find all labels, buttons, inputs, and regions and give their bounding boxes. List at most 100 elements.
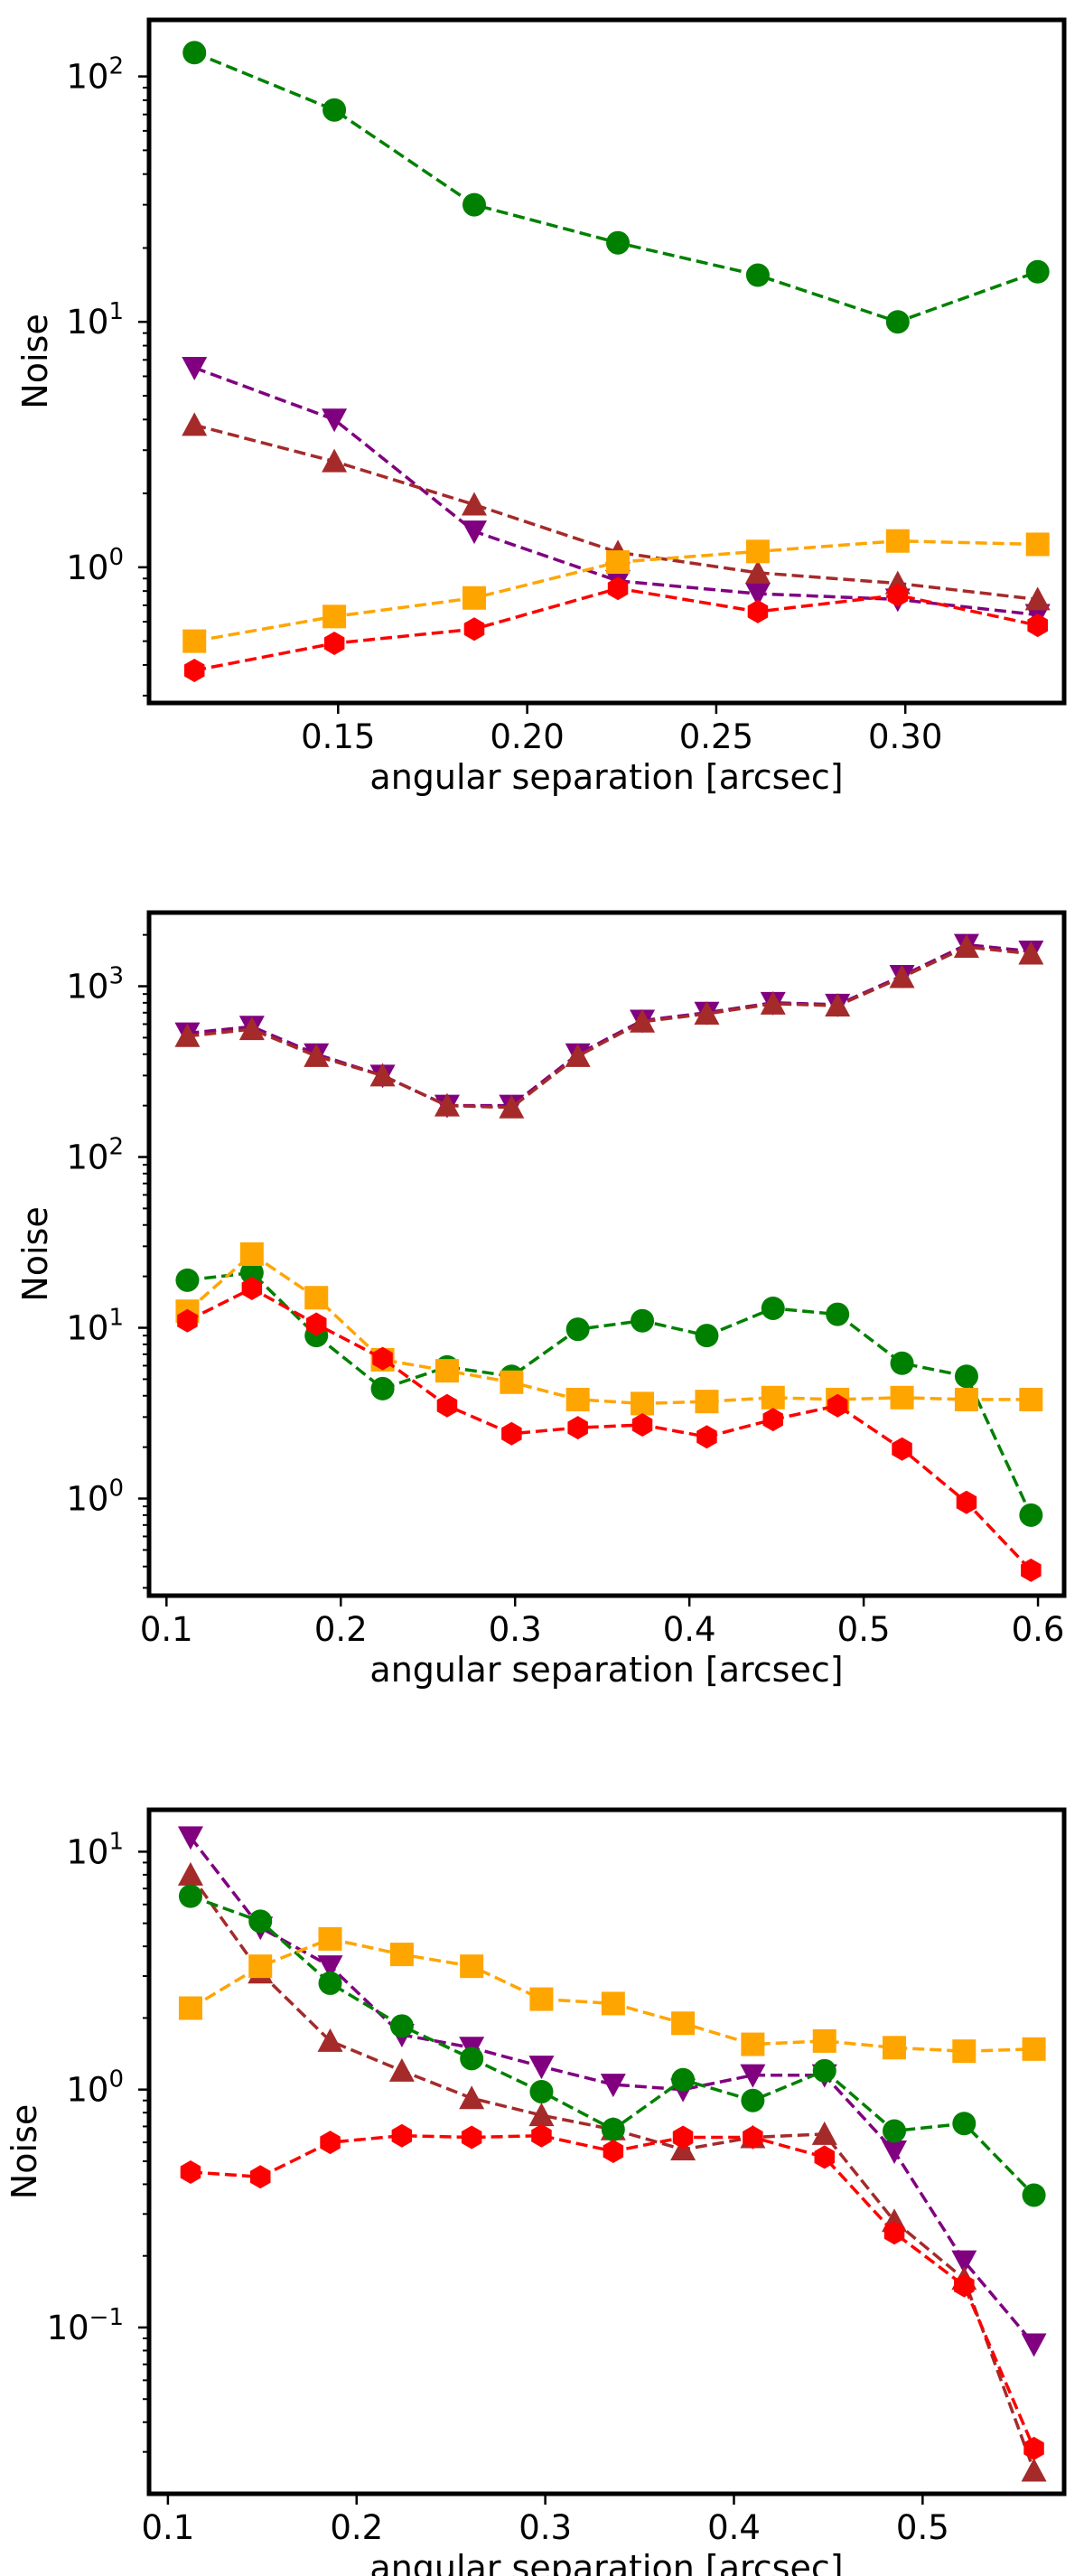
data-point-red — [743, 2125, 763, 2150]
data-point-green — [741, 2088, 765, 2112]
series-green — [182, 41, 1050, 334]
series-orange — [175, 1242, 1043, 1416]
data-point-brown — [459, 2085, 485, 2110]
data-point-red — [827, 1393, 848, 1418]
data-point-brown — [322, 448, 348, 473]
data-point-orange — [601, 1991, 625, 2016]
data-point-red — [320, 2131, 341, 2155]
data-point-green — [239, 1260, 264, 1285]
y-tick-label: 101 — [66, 1828, 124, 1871]
data-point-purple — [182, 357, 208, 381]
data-point-green — [606, 230, 631, 255]
data-point-brown — [177, 1861, 203, 1886]
data-point-red — [814, 2145, 835, 2169]
series-green — [178, 1884, 1046, 2207]
data-point-orange — [745, 539, 770, 564]
data-point-green — [885, 310, 910, 334]
y-tick-base: 10 — [66, 1138, 108, 1177]
series-line-red — [190, 2133, 1036, 2450]
data-point-green — [601, 2117, 625, 2141]
data-point-orange — [565, 1387, 590, 1411]
data-point-orange — [462, 585, 486, 610]
y-tick-base: 10 — [66, 968, 108, 1007]
y-tick-label: 102 — [66, 1134, 124, 1177]
data-point-red — [461, 2125, 482, 2150]
data-point-brown — [630, 1008, 656, 1033]
data-point-orange — [606, 550, 631, 575]
data-point-red — [696, 1425, 717, 1449]
data-point-brown — [317, 2028, 343, 2052]
data-point-orange — [435, 1359, 459, 1383]
data-point-orange — [529, 1987, 554, 2011]
y-tick-label: 100 — [66, 1475, 124, 1519]
y-tick-base: 10 — [66, 548, 108, 587]
x-tick-label: 0.1 — [140, 1610, 193, 1649]
data-point-green — [178, 1884, 202, 1908]
data-point-green — [529, 2079, 554, 2103]
data-point-red — [747, 599, 769, 623]
data-point-green — [631, 1308, 655, 1333]
data-point-orange — [812, 2028, 836, 2053]
data-point-green — [761, 1296, 785, 1320]
data-point-red — [501, 1421, 522, 1446]
y-tick-exponent: 0 — [108, 1475, 124, 1503]
data-point-brown — [760, 990, 786, 1015]
axes-frame — [146, 17, 1067, 706]
data-point-orange — [631, 1391, 655, 1416]
data-point-red — [954, 2273, 975, 2298]
data-point-purple — [461, 520, 487, 545]
data-point-green — [322, 98, 347, 122]
data-point-brown — [953, 933, 979, 958]
data-point-orange — [885, 529, 910, 553]
data-point-red — [672, 2125, 694, 2150]
data-point-red — [177, 1308, 198, 1333]
data-point-brown — [182, 412, 208, 436]
x-tick-label: 0.6 — [1012, 1610, 1065, 1649]
y-tick-label: 100 — [66, 2066, 124, 2110]
y-tick-exponent: 1 — [108, 298, 124, 325]
x-tick-label: 0.2 — [330, 2508, 383, 2547]
data-point-red — [180, 2160, 201, 2184]
data-point-purple — [528, 2056, 555, 2080]
data-point-brown — [388, 2057, 415, 2082]
y-axis-label: Noise — [15, 1206, 55, 1301]
data-point-red — [241, 1277, 263, 1300]
data-point-red — [1021, 1558, 1042, 1582]
data-point-red — [436, 1393, 458, 1418]
x-axis-label: angular separation [arcsec] — [369, 2548, 843, 2576]
axes-frame — [146, 1807, 1067, 2496]
data-point-red — [372, 1346, 393, 1371]
y-tick-exponent: 1 — [108, 1828, 124, 1855]
x-tick-label: 0.5 — [896, 2508, 949, 2547]
data-point-green — [745, 263, 770, 287]
data-point-brown — [499, 1094, 525, 1119]
data-point-purple — [1021, 2333, 1047, 2357]
data-point-green — [883, 2119, 907, 2143]
data-point-red — [607, 576, 629, 601]
data-point-brown — [1018, 941, 1044, 965]
data-point-red — [1027, 614, 1048, 638]
y-tick-exponent: 3 — [108, 963, 124, 990]
data-point-purple — [600, 2074, 626, 2098]
axes-frame — [146, 910, 1067, 1598]
x-tick-label: 0.20 — [490, 717, 564, 756]
series-line-green — [187, 1270, 1033, 1516]
data-point-orange — [500, 1370, 524, 1394]
data-point-brown — [744, 559, 771, 584]
series-purple — [177, 1826, 1047, 2357]
data-point-green — [695, 1324, 719, 1348]
y-tick-label: 103 — [66, 963, 124, 1007]
data-point-red — [1023, 2436, 1044, 2460]
data-point-green — [462, 192, 486, 217]
data-point-orange — [178, 1996, 202, 2020]
data-point-orange — [318, 1926, 342, 1951]
data-point-orange — [695, 1390, 719, 1414]
data-point-green — [952, 2112, 977, 2136]
series-purple — [174, 933, 1044, 1119]
x-tick-label: 0.5 — [837, 1610, 891, 1649]
x-axis-label: angular separation [arcsec] — [369, 757, 843, 797]
data-point-green — [1025, 259, 1050, 284]
y-tick-base: 10 — [66, 1832, 108, 1871]
data-point-orange — [389, 1943, 414, 1967]
